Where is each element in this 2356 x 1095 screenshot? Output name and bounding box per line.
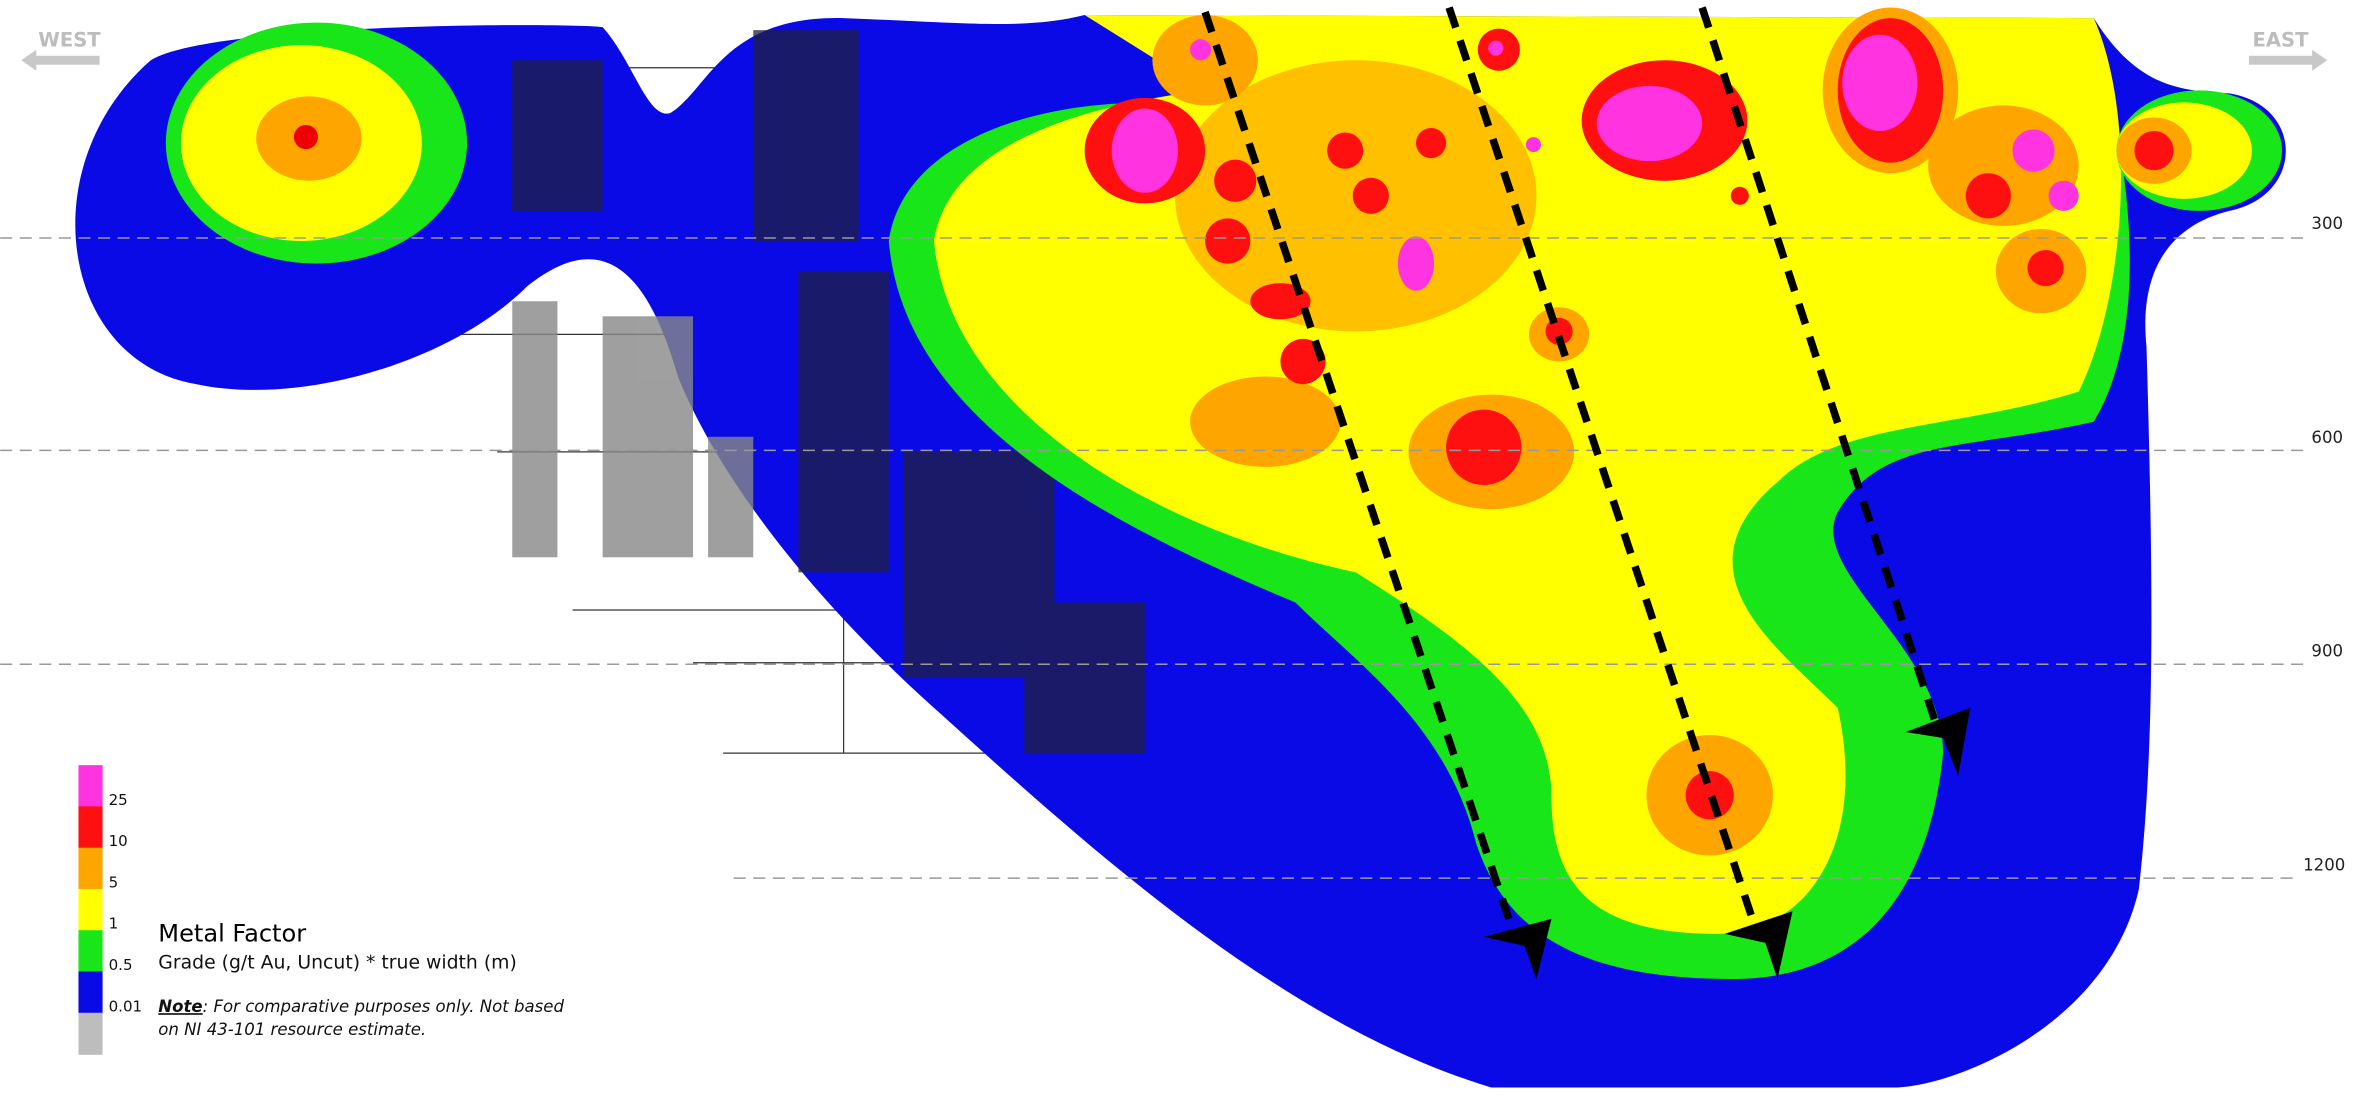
- east-label: EAST: [2253, 29, 2310, 52]
- west-arrow: [21, 49, 100, 71]
- depth-labels: 300 600 900 1200: [2303, 214, 2345, 875]
- legend-swatch: [78, 847, 103, 890]
- direction-markers: WEST EAST: [21, 29, 2328, 71]
- legend-swatches: 25 10 5 1 0.5 0.01: [78, 765, 142, 1055]
- arrow-heads: [1483, 707, 1971, 980]
- note-line: : For comparative purposes only. Not bas…: [203, 997, 565, 1016]
- legend-swatch: [78, 1012, 103, 1055]
- legend-swatch: [78, 930, 103, 973]
- note-label: Note: [158, 997, 202, 1016]
- legend-note: Note: For comparative purposes only. Not…: [158, 997, 564, 1016]
- zone-high: [1111, 34, 2079, 291]
- depth-label: 600: [2311, 428, 2343, 447]
- legend-swatch: [78, 888, 103, 931]
- legend-label: 0.5: [109, 956, 133, 974]
- legend-label: 5: [109, 873, 119, 891]
- plunge-arrows: [1201, 6, 1940, 936]
- legend-title: Metal Factor: [158, 919, 306, 947]
- drill-shading-grey: [512, 301, 754, 558]
- legend-label: 0.01: [109, 997, 143, 1015]
- legend-swatch: [78, 806, 103, 849]
- zone-west-red: [293, 125, 318, 150]
- note-line: on NI 43-101 resource estimate.: [158, 1020, 426, 1039]
- legend-label: 1: [109, 915, 119, 933]
- depth-label: 1200: [2303, 856, 2345, 875]
- drill-shading: [512, 30, 1145, 754]
- legend-label: 10: [109, 832, 128, 850]
- depth-label: 300: [2311, 214, 2343, 233]
- west-label: WEST: [38, 29, 101, 52]
- legend-subtitle: Grade (g/t Au, Uncut) * true width (m): [158, 952, 517, 973]
- depth-label: 900: [2311, 642, 2343, 661]
- east-arrow: [2248, 49, 2328, 71]
- legend-swatch: [78, 765, 103, 808]
- legend-swatch: [78, 971, 103, 1014]
- legend-label: 25: [109, 791, 128, 809]
